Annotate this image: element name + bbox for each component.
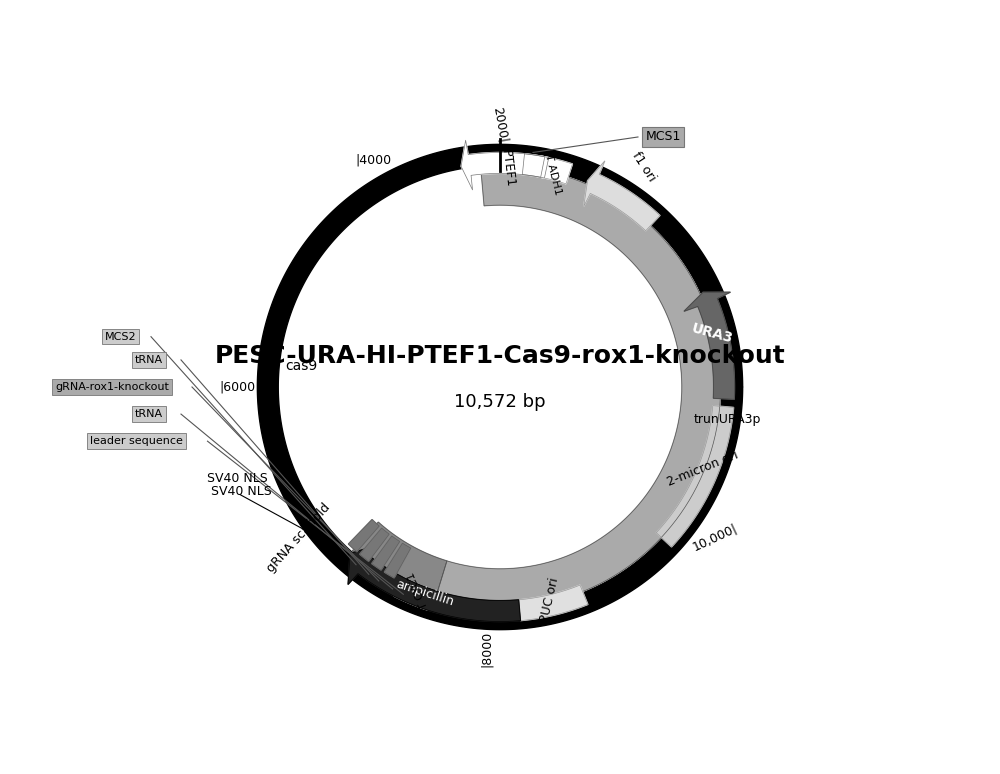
Polygon shape — [348, 519, 379, 552]
Text: leader sequence: leader sequence — [90, 437, 183, 446]
Polygon shape — [537, 156, 572, 184]
Polygon shape — [684, 292, 735, 399]
Polygon shape — [352, 522, 447, 598]
Polygon shape — [436, 166, 721, 608]
Text: ampicillin: ampicillin — [394, 577, 456, 608]
Polygon shape — [257, 145, 743, 629]
Text: T CYC1: T CYC1 — [406, 570, 430, 610]
Text: SV40 NLS: SV40 NLS — [211, 485, 272, 498]
Polygon shape — [522, 154, 545, 177]
Text: T ADH1: T ADH1 — [543, 153, 563, 196]
Text: 2000|: 2000| — [490, 106, 510, 143]
Text: tRNA: tRNA — [135, 355, 163, 365]
Text: PESC-URA-HI-PTEF1-Cas9-rox1-knockout: PESC-URA-HI-PTEF1-Cas9-rox1-knockout — [215, 344, 785, 368]
Text: PTEF1: PTEF1 — [499, 149, 516, 188]
Polygon shape — [584, 161, 660, 231]
Text: 10,000|: 10,000| — [690, 522, 739, 553]
Text: trunURA3p: trunURA3p — [694, 413, 761, 426]
Text: f1 ori: f1 ori — [629, 149, 658, 183]
Polygon shape — [461, 140, 549, 190]
Polygon shape — [348, 545, 520, 622]
Text: URA3: URA3 — [690, 322, 735, 346]
Text: gRNA scaffold: gRNA scaffold — [265, 502, 333, 575]
Text: |4000: |4000 — [356, 153, 392, 166]
Text: cas9: cas9 — [285, 359, 318, 373]
Text: PUC ori: PUC ori — [538, 577, 561, 624]
Text: |6000: |6000 — [220, 381, 256, 393]
Text: tRNA: tRNA — [135, 409, 163, 419]
Text: 2-micron ori: 2-micron ori — [666, 449, 741, 489]
Text: MCS1: MCS1 — [645, 131, 681, 143]
Text: |8000: |8000 — [480, 631, 493, 667]
Polygon shape — [372, 536, 400, 570]
Polygon shape — [656, 406, 734, 547]
Polygon shape — [394, 577, 434, 610]
Polygon shape — [519, 585, 588, 621]
Text: 10,572 bp: 10,572 bp — [454, 393, 546, 412]
Text: MCS2: MCS2 — [105, 332, 137, 341]
Polygon shape — [360, 528, 389, 561]
Text: SV40 NLS: SV40 NLS — [207, 472, 268, 485]
Text: gRNA-rox1-knockout: gRNA-rox1-knockout — [55, 382, 169, 392]
Polygon shape — [384, 543, 411, 578]
